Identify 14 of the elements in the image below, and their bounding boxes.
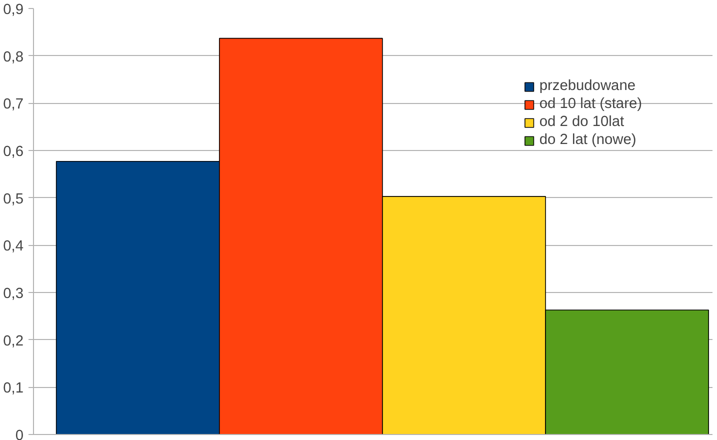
y-tick-label: 0,9 bbox=[3, 2, 24, 18]
legend-label: do 2 lat (nowe) bbox=[539, 132, 636, 148]
y-tick-label: 0 bbox=[15, 428, 24, 440]
y-tick-label: 0,6 bbox=[3, 144, 24, 160]
y-tick-label: 0,8 bbox=[3, 49, 24, 66]
y-tick-label: 0,4 bbox=[3, 238, 24, 255]
legend-label: przebudowane bbox=[539, 78, 636, 94]
y-tick-label: 0,2 bbox=[3, 333, 24, 350]
y-tick-label: 0,7 bbox=[3, 96, 24, 113]
legend-label: od 2 do 10lat bbox=[539, 114, 624, 130]
y-tick-label: 0,1 bbox=[3, 380, 24, 397]
legend-label: od 10 lat (stare) bbox=[539, 96, 642, 112]
y-tick-label: 0,5 bbox=[3, 191, 24, 208]
y-tick-label: 0,3 bbox=[3, 286, 24, 302]
